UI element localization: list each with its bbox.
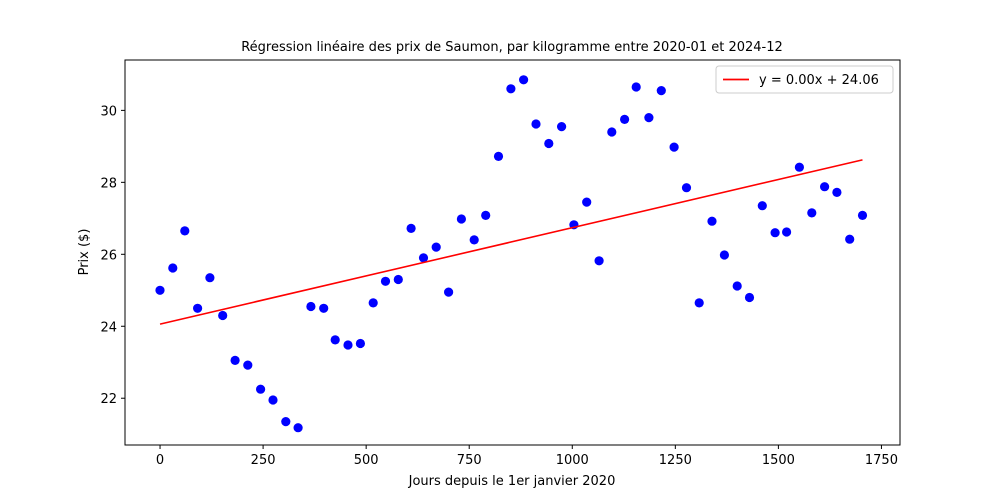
- legend: y = 0.00x + 24.06: [715, 65, 894, 94]
- x-tick-label: 250: [251, 453, 276, 468]
- data-point: [193, 303, 203, 313]
- data-point: [757, 201, 767, 211]
- y-tick-label: 22: [100, 392, 117, 407]
- data-point: [230, 355, 240, 365]
- x-tick-label: 0: [156, 453, 164, 468]
- data-point: [631, 82, 641, 92]
- data-point: [719, 250, 730, 260]
- data-point: [243, 360, 253, 370]
- data-point: [456, 214, 466, 224]
- data-point: [218, 310, 228, 321]
- data-point: [544, 138, 554, 149]
- legend-label: y = 0.00x + 24.06: [759, 73, 879, 88]
- data-point: [481, 210, 491, 220]
- data-point: [180, 226, 190, 236]
- data-point: [594, 256, 604, 266]
- data-point: [770, 228, 780, 238]
- data-point: [506, 84, 516, 94]
- data-point: [469, 235, 479, 245]
- data-point: [644, 113, 654, 123]
- data-point: [431, 242, 441, 252]
- data-point: [607, 127, 617, 137]
- data-point: [582, 197, 592, 207]
- x-tick-label: 1500: [762, 453, 795, 468]
- x-tick-label: 1750: [865, 453, 898, 468]
- data-point: [281, 417, 291, 427]
- data-point: [155, 285, 165, 295]
- data-point: [707, 216, 717, 226]
- data-point: [857, 210, 868, 220]
- data-point: [205, 273, 215, 283]
- data-point: [343, 340, 353, 350]
- data-point: [355, 338, 365, 349]
- regression-line: [159, 159, 863, 325]
- y-tick-label: 26: [100, 248, 117, 263]
- x-tick-label: 750: [457, 453, 482, 468]
- data-point: [820, 182, 830, 192]
- data-point: [330, 335, 340, 345]
- data-point: [832, 187, 842, 197]
- y-tick-label: 28: [100, 176, 117, 191]
- data-point: [845, 234, 855, 244]
- data-point: [268, 395, 278, 405]
- y-axis-label: Prix ($): [77, 229, 92, 276]
- data-point: [319, 303, 329, 313]
- data-point: [256, 384, 266, 394]
- plot-frame: [124, 59, 901, 446]
- x-axis-label: Jours depuis le 1er janvier 2020: [408, 474, 616, 489]
- data-point: [380, 276, 391, 286]
- data-point: [744, 292, 755, 303]
- data-point: [368, 298, 378, 308]
- data-point: [168, 263, 178, 273]
- y-tick-label: 30: [100, 104, 117, 119]
- data-point: [493, 151, 504, 161]
- y-axis: 22 24 26 28 30: [100, 104, 125, 407]
- data-point: [807, 208, 817, 218]
- chart-title: Régression linéaire des prix de Saumon, …: [241, 40, 783, 55]
- data-point: [444, 287, 454, 297]
- data-point: [293, 423, 303, 433]
- data-point: [406, 223, 416, 233]
- x-tick-label: 1250: [659, 453, 692, 468]
- data-point: [418, 253, 429, 263]
- data-point: [732, 281, 742, 291]
- data-point: [656, 86, 666, 96]
- legend-box: [715, 65, 894, 94]
- data-point: [531, 119, 541, 129]
- data-point: [669, 142, 679, 152]
- data-point: [393, 274, 403, 285]
- data-point: [681, 183, 692, 193]
- data-point: [620, 114, 630, 124]
- data-point: [694, 298, 704, 308]
- data-point: [782, 227, 792, 237]
- data-point: [794, 162, 805, 172]
- data-point: [557, 122, 567, 132]
- data-point: [306, 301, 316, 312]
- x-axis: 0 250 500 750 1000 1250 1500 1750: [156, 445, 898, 468]
- data-point: [519, 75, 529, 85]
- y-tick-label: 24: [100, 320, 117, 335]
- x-tick-label: 500: [354, 453, 379, 468]
- x-tick-label: 1000: [556, 453, 589, 468]
